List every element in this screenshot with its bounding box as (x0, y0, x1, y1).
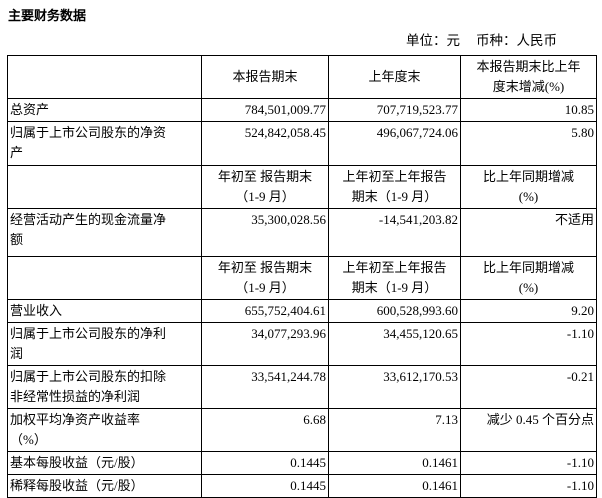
current-period-cell: 655,752,404.61 (201, 299, 329, 323)
prior-period-cell: 0.1461 (328, 451, 461, 475)
table-row: 基本每股收益（元/股） 0.1445 0.1461 -1.10 (7, 451, 597, 475)
change-cell: -1.10 (460, 322, 597, 366)
table-row: 归属于上市公司股东的扣除 非经常性损益的净利润 33,541,244.78 33… (7, 365, 597, 409)
unit-label: 单位：元 (406, 33, 460, 48)
prior-period-cell: 707,719,523.77 (328, 98, 461, 122)
table-row: 稀释每股收益（元/股） 0.1445 0.1461 -1.10 (7, 474, 597, 498)
current-period-cell: 33,541,244.78 (201, 365, 329, 409)
table-row: 总资产 784,501,009.77 707,719,523.77 10.85 (7, 98, 597, 122)
financial-table: 本报告期末 上年度末 本报告期末比上年 度末增减(%) 总资产 784,501,… (7, 55, 597, 498)
change-cell: 5.80 (460, 121, 597, 166)
current-period-cell: 524,842,058.45 (201, 121, 329, 166)
header-current-period: 本报告期末 (201, 55, 329, 99)
current-period-cell: 6.68 (201, 408, 329, 452)
row-label-cell: 经营活动产生的现金流量净 额 (7, 208, 202, 257)
change-cell: 9.20 (460, 299, 597, 323)
row-label-cell (7, 165, 202, 209)
row-label-cell: 归属于上市公司股东的净资 产 (7, 121, 202, 166)
page-title: 主要财务数据 (8, 8, 87, 23)
change-cell: 减少 0.45 个百分点 (460, 408, 597, 452)
subheader-change: 比上年同期增减 (%) (460, 256, 597, 300)
change-cell: -0.21 (460, 365, 597, 409)
header-prior-period: 上年度末 (328, 55, 461, 99)
header-change: 本报告期末比上年 度末增减(%) (460, 55, 597, 99)
subheader-current-period: 年初至 报告期末 （1-9 月） (201, 256, 329, 300)
row-label-cell: 稀释每股收益（元/股） (7, 474, 202, 498)
row-label-cell: 营业收入 (7, 299, 202, 323)
currency-label: 币种：人民币 (476, 33, 557, 48)
unit-currency-line: 单位：元 币种：人民币 (0, 33, 602, 49)
table-row: 归属于上市公司股东的净资 产 524,842,058.45 496,067,72… (7, 121, 597, 166)
table-row: 营业收入 655,752,404.61 600,528,993.60 9.20 (7, 299, 597, 323)
table-subheader-row: 年初至 报告期末 （1-9 月） 上年初至上年报告 期末（1-9 月） 比上年同… (7, 256, 597, 300)
current-period-cell: 34,077,293.96 (201, 322, 329, 366)
table-row: 归属于上市公司股东的净利 润 34,077,293.96 34,455,120.… (7, 322, 597, 366)
change-cell: 不适用 (460, 208, 597, 257)
prior-period-cell: 7.13 (328, 408, 461, 452)
corner-cell (7, 55, 202, 99)
current-period-cell: 35,300,028.56 (201, 208, 329, 257)
subheader-current-period: 年初至 报告期末 （1-9 月） (201, 165, 329, 209)
prior-period-cell: 0.1461 (328, 474, 461, 498)
prior-period-cell: 34,455,120.65 (328, 322, 461, 366)
row-label-cell: 基本每股收益（元/股） (7, 451, 202, 475)
table-row: 经营活动产生的现金流量净 额 35,300,028.56 -14,541,203… (7, 208, 597, 257)
prior-period-cell: 496,067,724.06 (328, 121, 461, 166)
prior-period-cell: 600,528,993.60 (328, 299, 461, 323)
row-label-cell (7, 256, 202, 300)
table-header-row: 本报告期末 上年度末 本报告期末比上年 度末增减(%) (7, 55, 597, 99)
row-label-cell: 归属于上市公司股东的扣除 非经常性损益的净利润 (7, 365, 202, 409)
subheader-change: 比上年同期增减 (%) (460, 165, 597, 209)
current-period-cell: 0.1445 (201, 451, 329, 475)
change-cell: -1.10 (460, 451, 597, 475)
change-cell: 10.85 (460, 98, 597, 122)
row-label-cell: 总资产 (7, 98, 202, 122)
row-label-cell: 加权平均净资产收益率 （%） (7, 408, 202, 452)
row-label-cell: 归属于上市公司股东的净利 润 (7, 322, 202, 366)
prior-period-cell: 33,612,170.53 (328, 365, 461, 409)
subheader-prior-period: 上年初至上年报告 期末（1-9 月） (328, 256, 461, 300)
table-subheader-row: 年初至 报告期末 （1-9 月） 上年初至上年报告 期末（1-9 月） 比上年同… (7, 165, 597, 209)
prior-period-cell: -14,541,203.82 (328, 208, 461, 257)
current-period-cell: 0.1445 (201, 474, 329, 498)
table-row: 加权平均净资产收益率 （%） 6.68 7.13 减少 0.45 个百分点 (7, 408, 597, 452)
subheader-prior-period: 上年初至上年报告 期末（1-9 月） (328, 165, 461, 209)
change-cell: -1.10 (460, 474, 597, 498)
current-period-cell: 784,501,009.77 (201, 98, 329, 122)
